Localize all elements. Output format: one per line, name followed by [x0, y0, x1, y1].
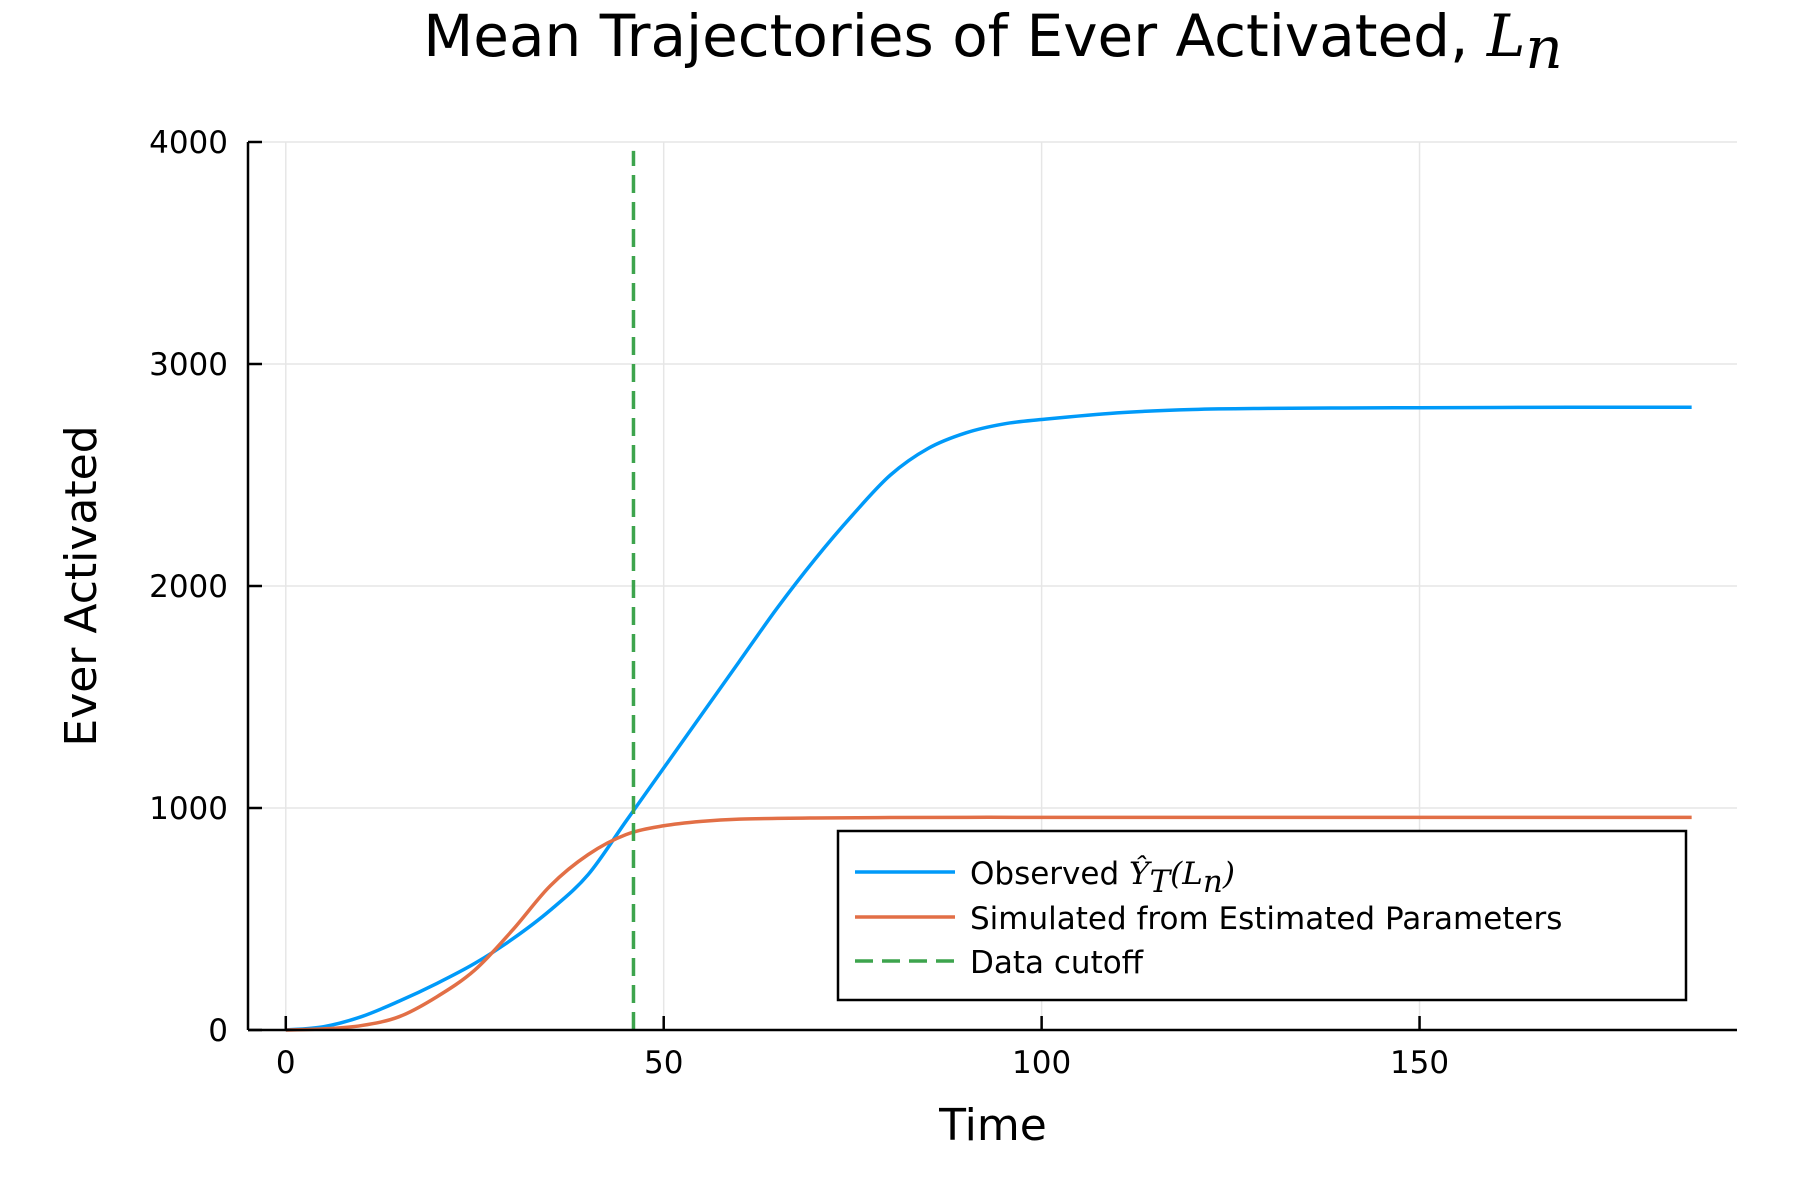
ticks: 0 50 100 150 0 1000 2000 3000 4000 — [149, 125, 1449, 1081]
series-line-simulated — [285, 815, 1692, 1032]
chart-title: Mean Trajectories of Ever Activated, Ln — [423, 2, 1563, 82]
y-tick-label: 1000 — [149, 791, 228, 827]
x-tick-label: 50 — [644, 1045, 683, 1081]
legend-box — [836, 829, 1688, 1002]
x-tick-label: 150 — [1390, 1045, 1449, 1081]
legend-label-observed: Observed ŶT(Ln) — [970, 854, 1235, 900]
x-tick-label: 0 — [276, 1045, 296, 1081]
series-group — [285, 150, 1692, 1032]
y-tick-label: 2000 — [149, 569, 228, 605]
y-tick-label: 3000 — [149, 347, 228, 383]
x-axis-label: Time — [938, 1100, 1047, 1151]
x-tick-label: 100 — [1012, 1045, 1071, 1081]
y-axis-label: Ever Activated — [56, 425, 107, 746]
y-tick-label: 0 — [208, 1013, 228, 1049]
y-tick-label: 4000 — [149, 125, 228, 161]
legend-label-simulated: Simulated from Estimated Parameters — [970, 901, 1562, 937]
legend: Observed ŶT(Ln) Simulated from Estimated… — [836, 829, 1688, 1002]
series-line-observed — [285, 405, 1692, 1032]
legend-label-cutoff: Data cutoff — [970, 945, 1144, 981]
